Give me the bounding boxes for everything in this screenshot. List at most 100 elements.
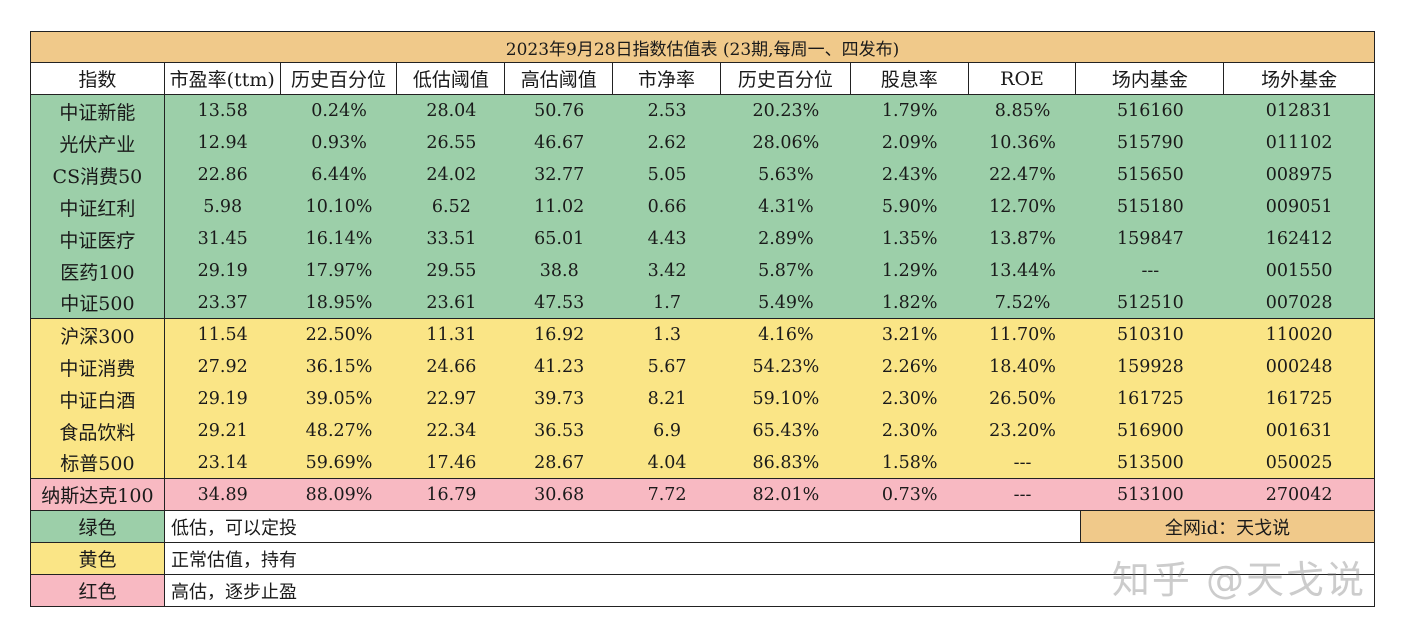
header-dividend-yield: 股息率 (851, 63, 969, 94)
cell-pe-percentile: 22.50% (305, 325, 373, 345)
cell-pe-ttm: 29.19 (197, 389, 248, 409)
cell-onexchange-fund: 515180 (1116, 197, 1184, 217)
cell-pb: 7.72 (647, 484, 687, 505)
cell-roe: 13.87% (989, 229, 1056, 249)
cell-low-threshold: 16.79 (426, 484, 477, 505)
cell-dividend-yield: 2.30% (881, 389, 938, 409)
cell-index-name: 食品饮料 (31, 415, 165, 447)
cell-otc-fund: 270042 (1265, 484, 1333, 505)
cell-pb-percentile: 5.49% (758, 292, 814, 313)
header-pe-ttm: 市盈率(ttm) (165, 63, 281, 94)
cell-high-threshold: 41.23 (534, 357, 585, 377)
cell-dividend-yield: 1.58% (881, 452, 938, 473)
cell-pe-ttm: 23.37 (197, 292, 248, 313)
legend-description: 低估，可以定投 (171, 517, 297, 539)
cell-pe-ttm: 23.14 (197, 452, 248, 473)
table-row: 沪深300 11.54 22.50% 11.31 16.92 1.3 4.16% 3.21% 1… (30, 319, 1375, 351)
cell-otc-fund: 000248 (1265, 357, 1333, 377)
cell-otc-fund: 050025 (1265, 452, 1333, 473)
cell-onexchange-fund: --- (1141, 261, 1160, 281)
table-row: 中证500 23.37 18.95% 23.61 47.53 1.7 5.49% 1.82% 7… (30, 287, 1375, 319)
cell-pe-percentile: 39.05% (305, 389, 373, 409)
cell-pe-ttm: 22.86 (197, 165, 248, 185)
cell-onexchange-fund: 516160 (1116, 101, 1184, 121)
cell-high-threshold: 36.53 (534, 421, 585, 441)
cell-roe: 23.20% (989, 421, 1056, 441)
cell-pb-percentile: 4.31% (758, 197, 814, 217)
cell-dividend-yield: 2.09% (881, 133, 938, 153)
cell-pe-percentile: 0.24% (311, 101, 367, 121)
cell-pb: 5.05 (647, 165, 687, 185)
cell-pe-ttm: 34.89 (197, 484, 248, 505)
table-row: 光伏产业 12.94 0.93% 26.55 46.67 2.62 28.06% 2.09% 1… (30, 127, 1375, 159)
cell-high-threshold: 11.02 (534, 197, 585, 217)
cell-pb: 2.62 (647, 133, 687, 153)
table-title: 2023年9月28日指数估值表 (23期,每周一、四发布) (30, 31, 1375, 63)
cell-dividend-yield: 1.35% (881, 229, 938, 249)
header-pb: 市净率 (613, 63, 721, 94)
cell-otc-fund: 161725 (1265, 389, 1333, 409)
cell-pe-percentile: 16.14% (305, 229, 373, 249)
cell-low-threshold: 23.61 (426, 292, 477, 313)
table-row: 中证消费 27.92 36.15% 24.66 41.23 5.67 54.23% 2.26%… (30, 351, 1375, 383)
cell-pb-percentile: 5.87% (758, 261, 814, 281)
cell-pb-percentile: 2.89% (758, 229, 814, 249)
cell-onexchange-fund: 513100 (1116, 484, 1184, 505)
cell-index-name: 沪深300 (31, 319, 165, 351)
cell-index-name: 标普500 (31, 447, 165, 478)
cell-pb-percentile: 54.23% (752, 357, 820, 377)
legend-color-label: 黄色 (31, 543, 165, 574)
cell-pb-percentile: 4.16% (758, 325, 814, 345)
cell-pb-percentile: 20.23% (752, 101, 820, 121)
cell-low-threshold: 26.55 (426, 133, 477, 153)
cell-pb-percentile: 65.43% (752, 421, 820, 441)
cell-low-threshold: 17.46 (426, 452, 477, 473)
cell-low-threshold: 22.34 (426, 421, 477, 441)
cell-roe: 18.40% (989, 357, 1056, 377)
cell-dividend-yield: 1.29% (881, 261, 938, 281)
watermark: 知乎 @天戈说 (1111, 558, 1366, 602)
cell-high-threshold: 47.53 (534, 292, 585, 313)
table-row: 中证医疗 31.45 16.14% 33.51 65.01 4.43 2.89% 1.35% 1… (30, 223, 1375, 255)
cell-otc-fund: 009051 (1265, 197, 1333, 217)
cell-onexchange-fund: 159847 (1116, 229, 1184, 249)
cell-index-name: CS消费50 (31, 159, 165, 191)
cell-onexchange-fund: 510310 (1116, 325, 1184, 345)
cell-otc-fund: 001631 (1265, 421, 1333, 441)
cell-roe: 26.50% (989, 389, 1056, 409)
cell-index-name: 医药100 (31, 255, 165, 287)
cell-pe-ttm: 12.94 (197, 133, 248, 153)
cell-roe: 10.36% (989, 133, 1056, 153)
cell-onexchange-fund: 161725 (1116, 389, 1184, 409)
cell-dividend-yield: 1.82% (881, 292, 938, 313)
cell-roe: --- (1013, 452, 1032, 473)
header-pb-percentile: 历史百分位 (721, 63, 851, 94)
cell-pe-percentile: 0.93% (311, 133, 367, 153)
header-index-name: 指数 (31, 63, 165, 94)
header-row: 指数 市盈率(ttm) 历史百分位 低估阈值 高估阈值 市净率 历史百分位 股息率 ROE 场内基… (30, 63, 1375, 95)
cell-dividend-yield: 2.30% (881, 421, 938, 441)
cell-pe-percentile: 10.10% (305, 197, 373, 217)
table-row: 医药100 29.19 17.97% 29.55 38.8 3.42 5.87% 1.29% 1… (30, 255, 1375, 287)
cell-roe: --- (1013, 484, 1032, 505)
cell-roe: 22.47% (989, 165, 1056, 185)
cell-high-threshold: 16.92 (534, 325, 585, 345)
cell-pb: 3.42 (647, 261, 687, 281)
legend: 绿色 低估，可以定投 全网id：天戈说 黄色 正常估值，持有 红色 高估，逐步止盈 (30, 511, 1375, 607)
legend-row: 红色 高估，逐步止盈 (30, 575, 1375, 607)
author-credit: 全网id：天戈说 (1080, 511, 1374, 542)
cell-pb: 1.3 (653, 325, 681, 345)
cell-dividend-yield: 3.21% (881, 325, 938, 345)
header-low-threshold: 低估阈值 (397, 63, 506, 94)
cell-roe: 13.44% (989, 261, 1056, 281)
cell-low-threshold: 11.31 (426, 325, 477, 345)
cell-low-threshold: 24.02 (426, 165, 477, 185)
table-body: 中证新能 13.58 0.24% 28.04 50.76 2.53 20.23% 1.79% 8… (30, 95, 1375, 511)
cell-high-threshold: 46.67 (534, 133, 585, 153)
cell-low-threshold: 29.55 (426, 261, 477, 281)
cell-low-threshold: 22.97 (426, 389, 477, 409)
legend-color-label: 绿色 (31, 511, 165, 542)
cell-pe-percentile: 48.27% (305, 421, 373, 441)
cell-roe: 7.52% (994, 292, 1051, 313)
cell-otc-fund: 162412 (1265, 229, 1333, 249)
